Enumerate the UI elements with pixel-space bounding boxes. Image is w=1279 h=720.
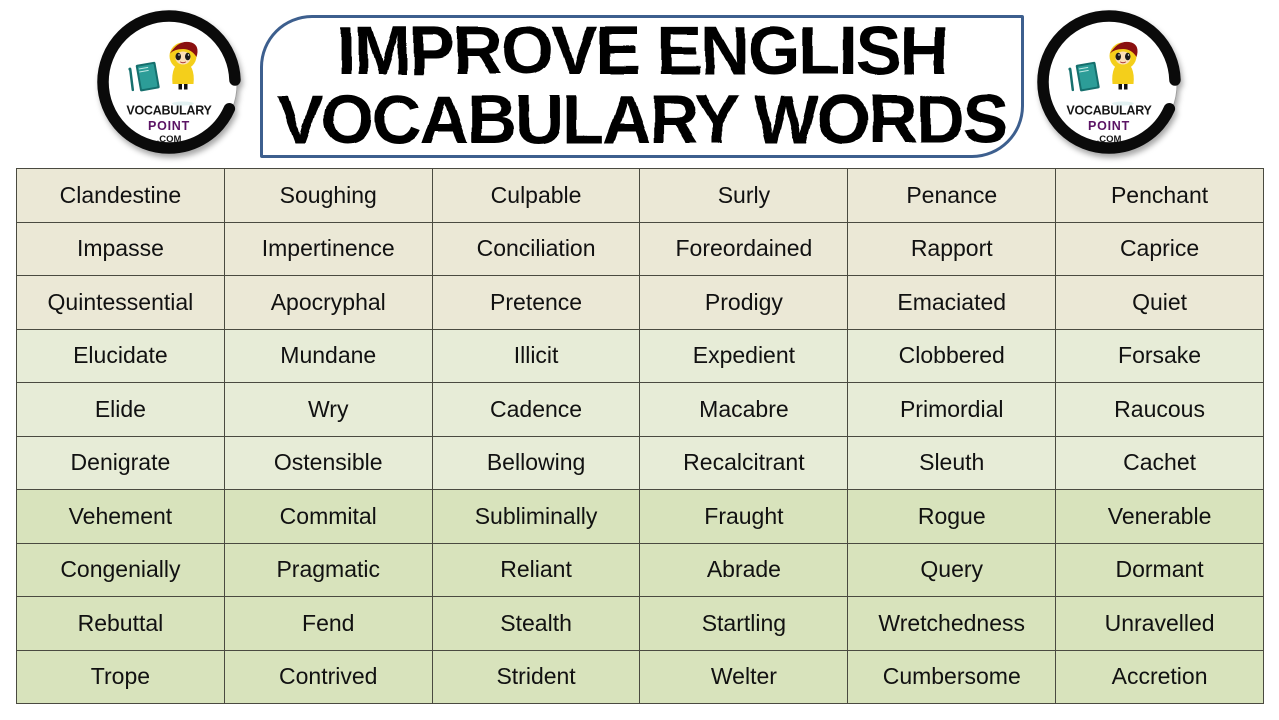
svg-text:VOCABULARY WORDS: VOCABULARY WORDS: [277, 81, 1007, 155]
svg-text:IMPROVE ENGLISH: IMPROVE ENGLISH: [337, 18, 947, 89]
